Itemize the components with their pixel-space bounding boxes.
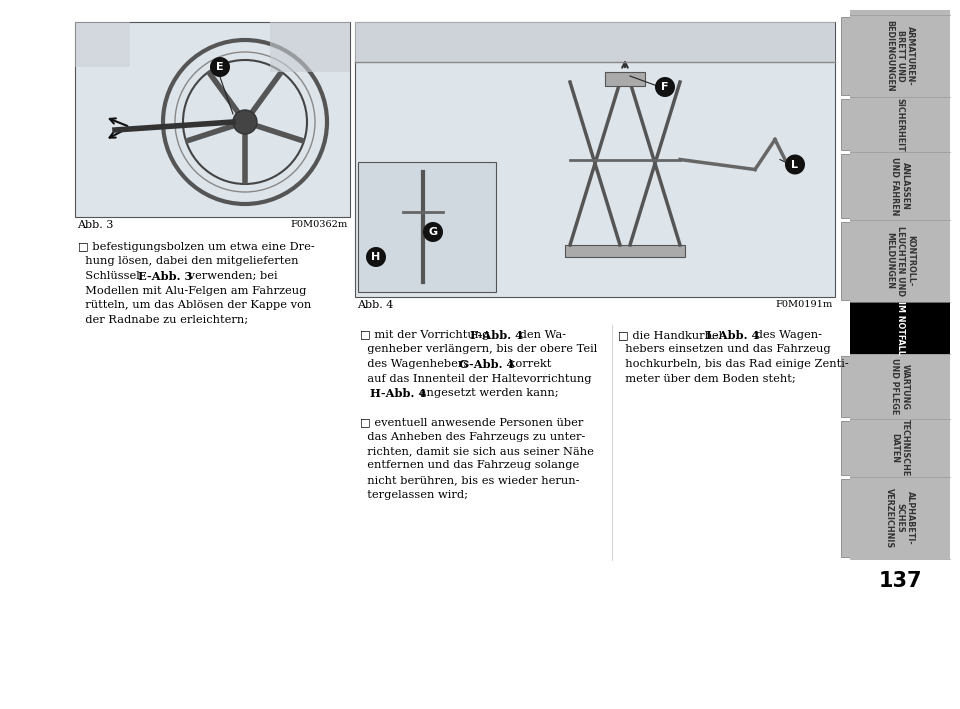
Text: Modellen mit Alu-Felgen am Fahrzeug: Modellen mit Alu-Felgen am Fahrzeug [78,286,306,296]
Bar [75,22,350,217]
Bar [841,17,852,95]
Text: den Wa-: den Wa- [516,330,566,340]
Bar [850,10,950,559]
Bar [850,477,950,559]
Bar [850,354,950,419]
Bar [850,419,950,477]
Text: F0M0362m: F0M0362m [291,220,348,229]
Text: L: L [791,160,799,169]
Text: hung lösen, dabei den mitgelieferten: hung lösen, dabei den mitgelieferten [78,257,299,267]
Text: der Radnabe zu erleichtern;: der Radnabe zu erleichtern; [78,315,248,325]
Text: F0M0191m: F0M0191m [776,300,833,309]
Bar [270,22,350,72]
Text: G-Abb. 4: G-Abb. 4 [459,359,515,370]
Text: richten, damit sie sich aus seiner Nähe: richten, damit sie sich aus seiner Nähe [360,446,594,456]
Text: angesetzt werden kann;: angesetzt werden kann; [416,388,559,398]
Text: des Wagenhebers: des Wagenhebers [360,359,473,369]
Text: E-Abb. 3: E-Abb. 3 [138,271,192,282]
Bar [605,72,645,86]
Circle shape [366,247,386,267]
Text: IM NOTFALL: IM NOTFALL [896,301,904,355]
Bar [850,220,950,302]
Text: G: G [428,227,438,237]
Text: H: H [372,252,380,262]
Text: nicht berühren, bis es wieder herun-: nicht berühren, bis es wieder herun- [360,475,580,485]
Circle shape [423,222,443,242]
Bar [850,152,950,220]
Text: Schlüssel: Schlüssel [78,271,143,281]
Text: verwenden; bei: verwenden; bei [185,271,277,281]
Text: hochkurbeln, bis das Rad einige Zenti-: hochkurbeln, bis das Rad einige Zenti- [618,359,849,369]
Text: auf das Innenteil der Haltevorrichtung: auf das Innenteil der Haltevorrichtung [360,374,591,384]
Bar [841,154,852,218]
Text: tergelassen wird;: tergelassen wird; [360,489,468,500]
Text: Abb. 3: Abb. 3 [77,220,113,230]
Text: L-Abb. 4: L-Abb. 4 [706,330,759,341]
Bar [841,356,852,417]
Bar [850,302,950,354]
Text: ARMATUREN-
BRETT UND
BEDIENGUNGEN: ARMATUREN- BRETT UND BEDIENGUNGEN [885,20,915,91]
Text: □ befestigungsbolzen um etwa eine Dre-: □ befestigungsbolzen um etwa eine Dre- [78,242,315,252]
Text: □ mit der Vorrichtung: □ mit der Vorrichtung [360,330,493,340]
Circle shape [655,77,675,97]
Text: entfernen und das Fahrzeug solange: entfernen und das Fahrzeug solange [360,461,579,471]
Text: meter über dem Boden steht;: meter über dem Boden steht; [618,374,796,384]
Bar [841,99,852,150]
Bar [565,245,685,257]
Text: das Anheben des Fahrzeugs zu unter-: das Anheben des Fahrzeugs zu unter- [360,432,586,442]
Bar [358,162,496,292]
Bar [850,15,950,97]
Text: □ eventuell anwesende Personen über: □ eventuell anwesende Personen über [360,417,584,427]
Text: KONTROLL-
LEUCHTEN UND
MELDUNGEN: KONTROLL- LEUCHTEN UND MELDUNGEN [885,226,915,296]
Text: H-Abb. 4: H-Abb. 4 [370,388,426,399]
Text: ALPHABETI-
SCHES
VERZEICHNIS: ALPHABETI- SCHES VERZEICHNIS [885,488,915,548]
Circle shape [233,110,257,134]
Text: hebers einsetzen und das Fahrzeug: hebers einsetzen und das Fahrzeug [618,345,830,354]
Text: F: F [661,82,669,92]
Text: F-Abb. 4: F-Abb. 4 [470,330,523,341]
Text: E: E [216,62,224,72]
Text: Abb. 4: Abb. 4 [357,300,394,310]
Bar [841,222,852,300]
Text: des Wagen-: des Wagen- [752,330,822,340]
Circle shape [210,57,230,77]
Text: SICHERHEIT: SICHERHEIT [896,98,904,152]
Circle shape [785,155,805,174]
Text: WARTUNG
UND PFLEGE: WARTUNG UND PFLEGE [890,358,910,415]
Text: genheber verlängern, bis der obere Teil: genheber verlängern, bis der obere Teil [360,345,597,354]
Text: 137: 137 [878,571,922,591]
Text: TECHNISCHE
DATEN: TECHNISCHE DATEN [890,420,910,476]
Bar [75,22,130,67]
Bar [841,421,852,475]
Text: korrekt: korrekt [505,359,551,369]
Text: ANLASSEN
UND FAHREN: ANLASSEN UND FAHREN [890,157,910,216]
Bar [850,97,950,152]
Text: □ die Handkurbel: □ die Handkurbel [618,330,726,340]
Bar [355,22,835,297]
Bar [841,479,852,557]
Text: rütteln, um das Ablösen der Kappe von: rütteln, um das Ablösen der Kappe von [78,300,311,310]
Bar [355,22,835,62]
